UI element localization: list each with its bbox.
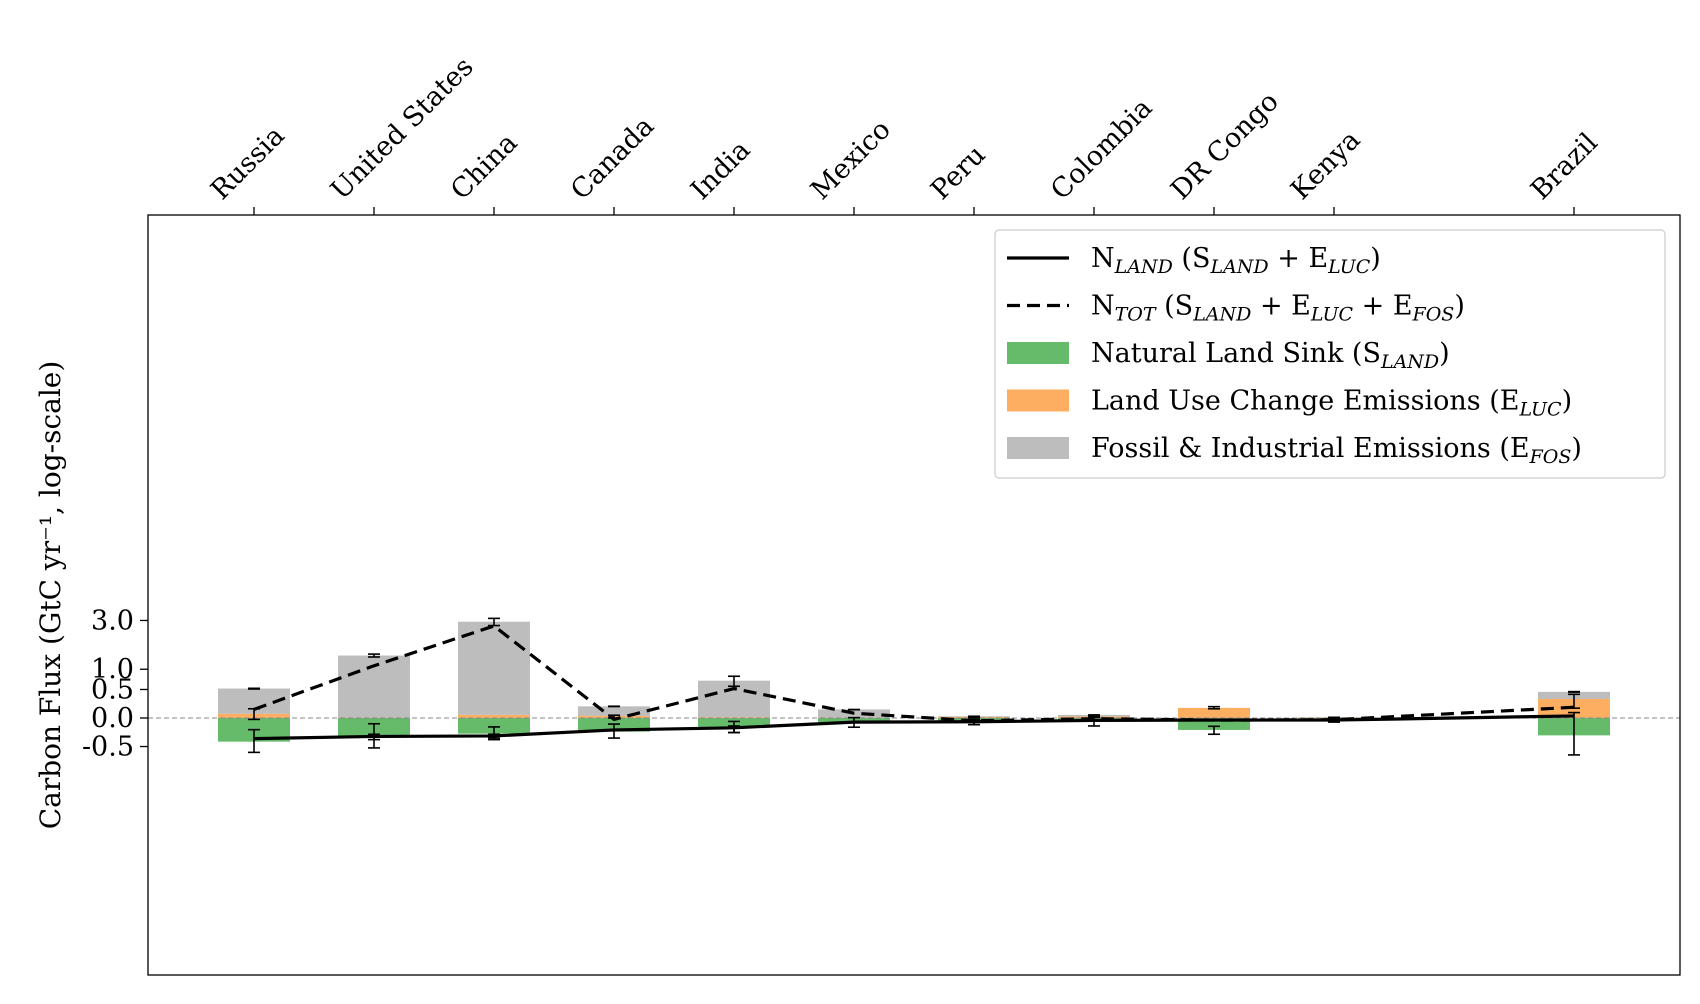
y-axis-title: Carbon Flux (GtC yr⁻¹, log-scale) <box>34 361 67 830</box>
legend-subscript: FOS <box>1529 446 1572 468</box>
legend-text-part: Natural Land Sink (S <box>1091 338 1381 369</box>
line-ntot <box>254 626 1574 721</box>
legend-swatch <box>1007 390 1069 412</box>
legend-text-part: N <box>1091 291 1115 322</box>
legend-subscript: LAND <box>1114 256 1173 278</box>
legend-text-part: ) <box>1439 338 1450 369</box>
legend-text-part: ) <box>1370 243 1381 274</box>
y-tick-label: 3.0 <box>91 605 134 636</box>
x-tick-label: DR Congo <box>1165 86 1285 206</box>
x-tick-label: India <box>685 134 756 205</box>
legend-subscript: FOS <box>1412 304 1455 326</box>
legend-text-part: Fossil & Industrial Emissions (E <box>1091 433 1530 464</box>
line-nland <box>254 716 1574 739</box>
legend-subscript: LUC <box>1518 399 1562 421</box>
legend-subscript: LAND <box>1380 351 1439 373</box>
x-tick-label: Peru <box>925 139 992 206</box>
legend-item-eluc: Land Use Change Emissions (ELUC) <box>1007 386 1572 421</box>
y-tick-label: -0.5 <box>82 732 134 763</box>
lines-layer <box>254 626 1574 739</box>
legend-subscript: LUC <box>1327 256 1371 278</box>
legend-text-part: + E <box>1353 291 1413 322</box>
legend-text-part: ) <box>1454 291 1465 322</box>
legend-subscript: LAND <box>1192 304 1251 326</box>
error-bars-layer <box>248 618 1580 755</box>
x-tick-label: China <box>445 127 524 206</box>
x-tick-label: Kenya <box>1285 125 1366 206</box>
x-tick-label: Russia <box>205 120 291 206</box>
bars-layer <box>218 622 1610 742</box>
errorbar-eluc-colombia <box>1088 716 1100 717</box>
legend-text-part: + E <box>1251 291 1311 322</box>
x-tick-label: Brazil <box>1525 127 1604 206</box>
legend-swatch <box>1007 342 1069 364</box>
legend-label: Fossil & Industrial Emissions (EFOS) <box>1091 433 1582 468</box>
y-axis: 3.01.00.50.0-0.5 <box>82 605 148 762</box>
legend-text-part: + E <box>1269 243 1329 274</box>
errorbar-efos-kenya <box>1328 717 1340 718</box>
legend-swatch <box>1007 437 1069 459</box>
legend-text-part: (S <box>1173 243 1211 274</box>
legend-text-part: ) <box>1571 433 1582 464</box>
x-tick-label: Colombia <box>1045 93 1158 206</box>
y-tick-label: 0.0 <box>91 703 134 734</box>
x-tick-label: Canada <box>565 111 660 206</box>
x-tick-label: Mexico <box>805 114 897 206</box>
legend-text-part: ) <box>1562 386 1573 417</box>
legend-text-part: (S <box>1156 291 1194 322</box>
legend-label: Land Use Change Emissions (ELUC) <box>1091 386 1572 421</box>
legend-text-part: N <box>1091 243 1115 274</box>
legend-text-part: Land Use Change Emissions (E <box>1091 386 1519 417</box>
legend: NLAND (SLAND + ELUC)NTOT (SLAND + ELUC +… <box>995 230 1665 478</box>
y-tick-label: 0.5 <box>91 674 134 705</box>
legend-subscript: LUC <box>1310 304 1354 326</box>
errorbar-eluc-dr-congo <box>1208 707 1220 709</box>
legend-subscript: TOT <box>1115 304 1157 326</box>
legend-item-efos: Fossil & Industrial Emissions (EFOS) <box>1007 433 1582 468</box>
errorbar-efos-russia <box>248 688 260 689</box>
legend-subscript: LAND <box>1209 256 1268 278</box>
